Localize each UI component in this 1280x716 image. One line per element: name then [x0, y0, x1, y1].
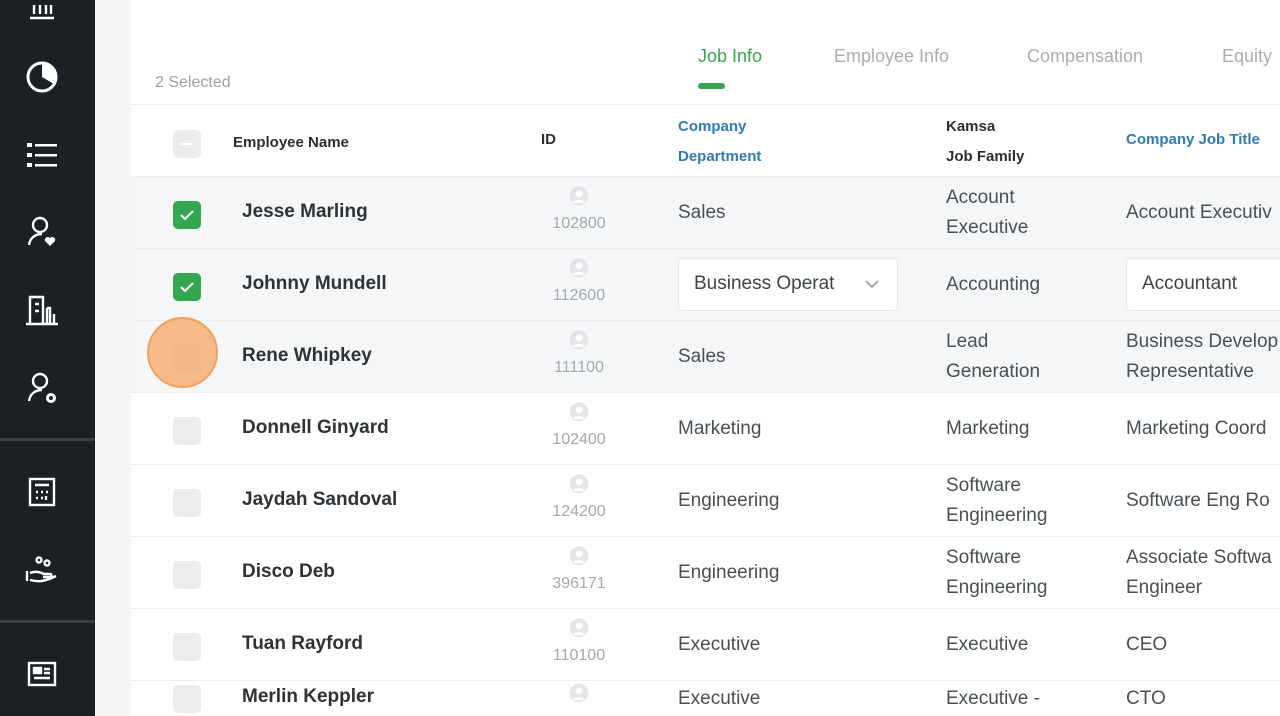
- row-checkbox[interactable]: [173, 201, 201, 229]
- employee-id: 102400: [539, 402, 619, 449]
- table-row[interactable]: Disco Deb 396171 Engineering Software Eng…: [131, 536, 1280, 608]
- avatar-icon: [569, 186, 589, 206]
- tab-job-info[interactable]: Job Info: [698, 46, 763, 66]
- avatar-icon: [569, 546, 589, 566]
- employee-name[interactable]: Rene Whipkey: [242, 345, 372, 366]
- avatar-icon: [569, 330, 589, 350]
- employee-id: 112600: [539, 258, 619, 305]
- employee-name[interactable]: Merlin Keppler: [242, 686, 374, 707]
- sidebar: [0, 0, 95, 716]
- row-checkbox[interactable]: [173, 561, 201, 589]
- table-row[interactable]: Donnell Ginyard 102400 Marketing Marketi…: [131, 392, 1280, 464]
- employee-id: 111100: [539, 330, 619, 377]
- job-title-cell: CEO: [1126, 634, 1168, 655]
- avatar-icon: [569, 402, 589, 422]
- table-row[interactable]: Jaydah Sandoval 124200 Engineering Softw…: [131, 464, 1280, 536]
- table-row[interactable]: Tuan Rayford 110100 Executive Executive …: [131, 608, 1280, 680]
- list-icon[interactable]: [22, 135, 62, 175]
- selected-count: 2 Selected: [155, 74, 231, 91]
- job-family-cell: Executive: [946, 634, 1029, 655]
- calculator-icon[interactable]: [22, 472, 62, 512]
- department-cell: Executive: [678, 634, 761, 655]
- row-checkbox[interactable]: [173, 685, 201, 713]
- department-cell: Executive: [678, 688, 761, 709]
- chevron-down-icon: [865, 280, 879, 289]
- department-cell: Sales: [678, 202, 726, 223]
- department-cell: Sales: [678, 346, 726, 367]
- check-icon: [180, 210, 194, 221]
- job-family-cell: Software Engineering: [946, 475, 1048, 526]
- job-family-cell: Accounting: [946, 274, 1041, 295]
- employee-name[interactable]: Jesse Marling: [242, 201, 368, 222]
- job-family-cell: Lead Generation: [946, 331, 1041, 382]
- tab-employee-info[interactable]: Employee Info: [834, 46, 950, 66]
- hand-people-icon[interactable]: [22, 550, 62, 590]
- col-kamsa-job-family[interactable]: Kamsa Job Family: [946, 118, 1025, 165]
- avatar-icon: [569, 618, 589, 638]
- col-company-department[interactable]: Company Department: [678, 118, 762, 165]
- table-row[interactable]: Rene Whipkey 111100 Sales Lead Generation…: [131, 320, 1280, 392]
- department-cell: Engineering: [678, 562, 780, 583]
- table-row[interactable]: Johnny Mundell 112600 Business Operat Ac…: [131, 248, 1280, 320]
- tab-compensation[interactable]: Compensation: [1027, 46, 1144, 66]
- job-title-cell: CTO: [1126, 688, 1166, 709]
- check-icon: [180, 282, 194, 293]
- tab-equity[interactable]: Equity: [1222, 46, 1273, 66]
- table-header: Employee Name ID Company Department Kamsa…: [131, 104, 1280, 176]
- job-title-cell: Marketing Coord: [1126, 418, 1267, 439]
- employee-name[interactable]: Donnell Ginyard: [242, 417, 389, 438]
- building-icon[interactable]: [22, 290, 62, 330]
- table-row[interactable]: Jesse Marling 102800 Sales Account Execut…: [131, 176, 1280, 248]
- job-title-cell: Business Develop Representative: [1126, 331, 1279, 382]
- employee-name[interactable]: Disco Deb: [242, 561, 335, 582]
- avatar-icon: [569, 474, 589, 494]
- job-title-select[interactable]: Accountant: [1126, 258, 1280, 311]
- employee-id: [539, 683, 619, 710]
- col-company-job-title[interactable]: Company Job Title: [1126, 131, 1260, 148]
- click-cursor-indicator: [147, 317, 218, 388]
- sidebar-divider: [0, 620, 95, 623]
- job-title-cell: Associate Softwa Engineer: [1126, 547, 1272, 598]
- active-tab-indicator: [698, 83, 725, 89]
- table-row[interactable]: Merlin Keppler Executive Executive - CTO: [131, 680, 1280, 716]
- select-all-checkbox[interactable]: [173, 130, 201, 158]
- row-checkbox[interactable]: [173, 417, 201, 445]
- sidebar-divider: [0, 438, 95, 441]
- employee-name[interactable]: Johnny Mundell: [242, 273, 387, 294]
- job-family-cell: Executive -: [946, 688, 1040, 709]
- job-family-cell: Marketing: [946, 418, 1030, 439]
- row-checkbox[interactable]: [173, 273, 201, 301]
- employee-name[interactable]: Tuan Rayford: [242, 633, 364, 654]
- job-family-cell: Account Executive: [946, 187, 1029, 238]
- main-panel: 2 Selected Job Info Employee Info Compen…: [131, 0, 1280, 716]
- employee-id: 102800: [539, 186, 619, 233]
- job-title-cell: Account Executiv: [1126, 202, 1272, 223]
- job-family-cell: Software Engineering: [946, 547, 1048, 598]
- employee-name[interactable]: Jaydah Sandoval: [242, 489, 398, 510]
- bar-chart-icon[interactable]: [22, 0, 62, 26]
- employee-id: 124200: [539, 474, 619, 521]
- col-employee-name[interactable]: Employee Name: [233, 134, 349, 151]
- department-select[interactable]: Business Operat: [678, 258, 898, 311]
- department-cell: Engineering: [678, 490, 780, 511]
- col-id[interactable]: ID: [541, 131, 556, 148]
- employee-id: 110100: [539, 618, 619, 665]
- id-card-icon[interactable]: [22, 654, 62, 694]
- user-gear-icon[interactable]: [22, 368, 62, 408]
- pie-chart-icon[interactable]: [22, 57, 62, 97]
- avatar-icon: [569, 683, 589, 703]
- row-checkbox[interactable]: [173, 633, 201, 661]
- row-checkbox[interactable]: [173, 489, 201, 517]
- avatar-icon: [569, 258, 589, 278]
- user-heart-icon[interactable]: [22, 212, 62, 252]
- employee-id: 396171: [539, 546, 619, 593]
- job-title-cell: Software Eng Ro: [1126, 490, 1270, 511]
- department-cell: Marketing: [678, 418, 762, 439]
